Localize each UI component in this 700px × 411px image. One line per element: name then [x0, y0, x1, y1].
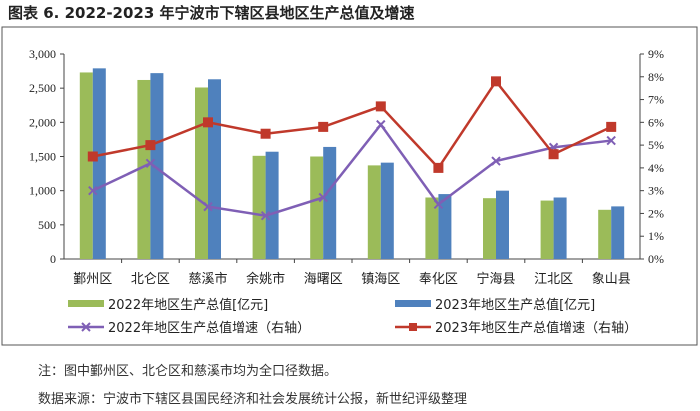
- legend-label: 2022年地区生产总值[亿元]: [108, 297, 268, 313]
- point-square-marker: [548, 149, 559, 160]
- bar-2023: [611, 206, 625, 259]
- category-label: 江北区: [534, 272, 573, 287]
- bar-2022: [79, 72, 93, 259]
- bar-2022: [483, 198, 496, 259]
- bar-2023: [208, 79, 221, 260]
- bar-2022: [310, 156, 324, 259]
- bar-2023: [553, 197, 567, 259]
- point-square-marker: [145, 140, 156, 151]
- legend-marker: [81, 322, 91, 332]
- point-square-marker: [491, 76, 501, 87]
- point-x-marker: [606, 135, 616, 146]
- right-tick-label: 7%: [648, 93, 664, 107]
- point-square-marker: [87, 151, 98, 162]
- bar-2023: [150, 73, 164, 259]
- point-x-marker: [260, 211, 271, 221]
- point-square-marker: [375, 101, 386, 112]
- point-x-marker: [145, 158, 156, 169]
- bar-2023: [496, 190, 509, 259]
- category-label: 宁海县: [476, 271, 515, 287]
- legend-swatch: [395, 300, 431, 307]
- category-label: 奉化区: [419, 272, 458, 287]
- right-tick-label: 8%: [648, 70, 664, 84]
- legend-label: 2022年地区生产总值增速（右轴）: [108, 320, 310, 336]
- right-tick-label: 5%: [648, 138, 664, 152]
- point-square-marker: [318, 121, 329, 132]
- series-line: [92, 79, 612, 170]
- bar-2022: [252, 155, 266, 259]
- chart-title: 图表 6. 2022-2023 年宁波市下辖区县地区生产总值及增速: [8, 4, 415, 22]
- series-line: [92, 122, 612, 218]
- chart-frame: [1, 26, 698, 346]
- bar-2023: [265, 151, 279, 259]
- right-tick-label: 2%: [648, 206, 664, 220]
- bar-2022: [367, 165, 381, 259]
- legend-label: 2023年地区生产总值[亿元]: [435, 297, 595, 313]
- right-tick-label: 0%: [648, 252, 664, 266]
- point-x-marker: [491, 156, 501, 166]
- point-square-marker: [203, 117, 213, 128]
- point-square-marker: [606, 121, 617, 132]
- category-label: 北仑区: [131, 272, 170, 287]
- left-tick-label: 2,500: [29, 81, 56, 95]
- category-label: 鄞州区: [73, 272, 112, 287]
- bar-2022: [137, 79, 151, 259]
- bar-2023: [92, 68, 106, 259]
- left-tick-label: 500: [38, 218, 56, 232]
- category-label: 海曙区: [304, 272, 343, 287]
- point-x-marker: [376, 119, 386, 130]
- legend-swatch: [68, 300, 104, 307]
- left-tick-label: 2,000: [29, 115, 56, 129]
- category-label: 余姚市: [246, 271, 285, 287]
- point-x-marker: [433, 199, 444, 210]
- right-tick-label: 9%: [648, 47, 664, 61]
- category-label: 镇海区: [361, 272, 400, 287]
- point-x-marker: [318, 192, 328, 203]
- point-x-marker: [203, 201, 213, 212]
- left-tick-label: 0: [50, 252, 56, 266]
- data-source: 数据来源：宁波市下辖区县国民经济和社会发展统计公报，新世纪评级整理: [38, 392, 468, 407]
- right-tick-label: 1%: [648, 229, 664, 243]
- legend-marker: [409, 323, 417, 331]
- bar-2022: [540, 200, 554, 259]
- right-tick-label: 3%: [648, 184, 664, 198]
- left-tick-label: 3,000: [29, 47, 56, 61]
- point-x-marker: [88, 185, 98, 196]
- bar-2022: [195, 87, 208, 259]
- bar-2023: [438, 194, 452, 259]
- point-square-marker: [433, 162, 444, 173]
- category-label: 象山县: [592, 272, 631, 287]
- bar-2023: [323, 146, 337, 259]
- right-tick-label: 4%: [648, 161, 664, 175]
- bar-2023: [380, 162, 394, 259]
- category-label: 慈溪市: [188, 271, 227, 287]
- right-tick-label: 6%: [648, 115, 664, 129]
- left-tick-label: 1,000: [29, 184, 56, 198]
- legend-label: 2023年地区生产总值增速（右轴）: [435, 320, 637, 336]
- bar-2022: [598, 209, 612, 259]
- bar-2022: [425, 197, 439, 259]
- point-square-marker: [260, 128, 271, 139]
- left-tick-label: 1,500: [29, 150, 56, 164]
- chart-note: 注：图中鄞州区、北仑区和慈溪市均为全口径数据。: [38, 364, 338, 379]
